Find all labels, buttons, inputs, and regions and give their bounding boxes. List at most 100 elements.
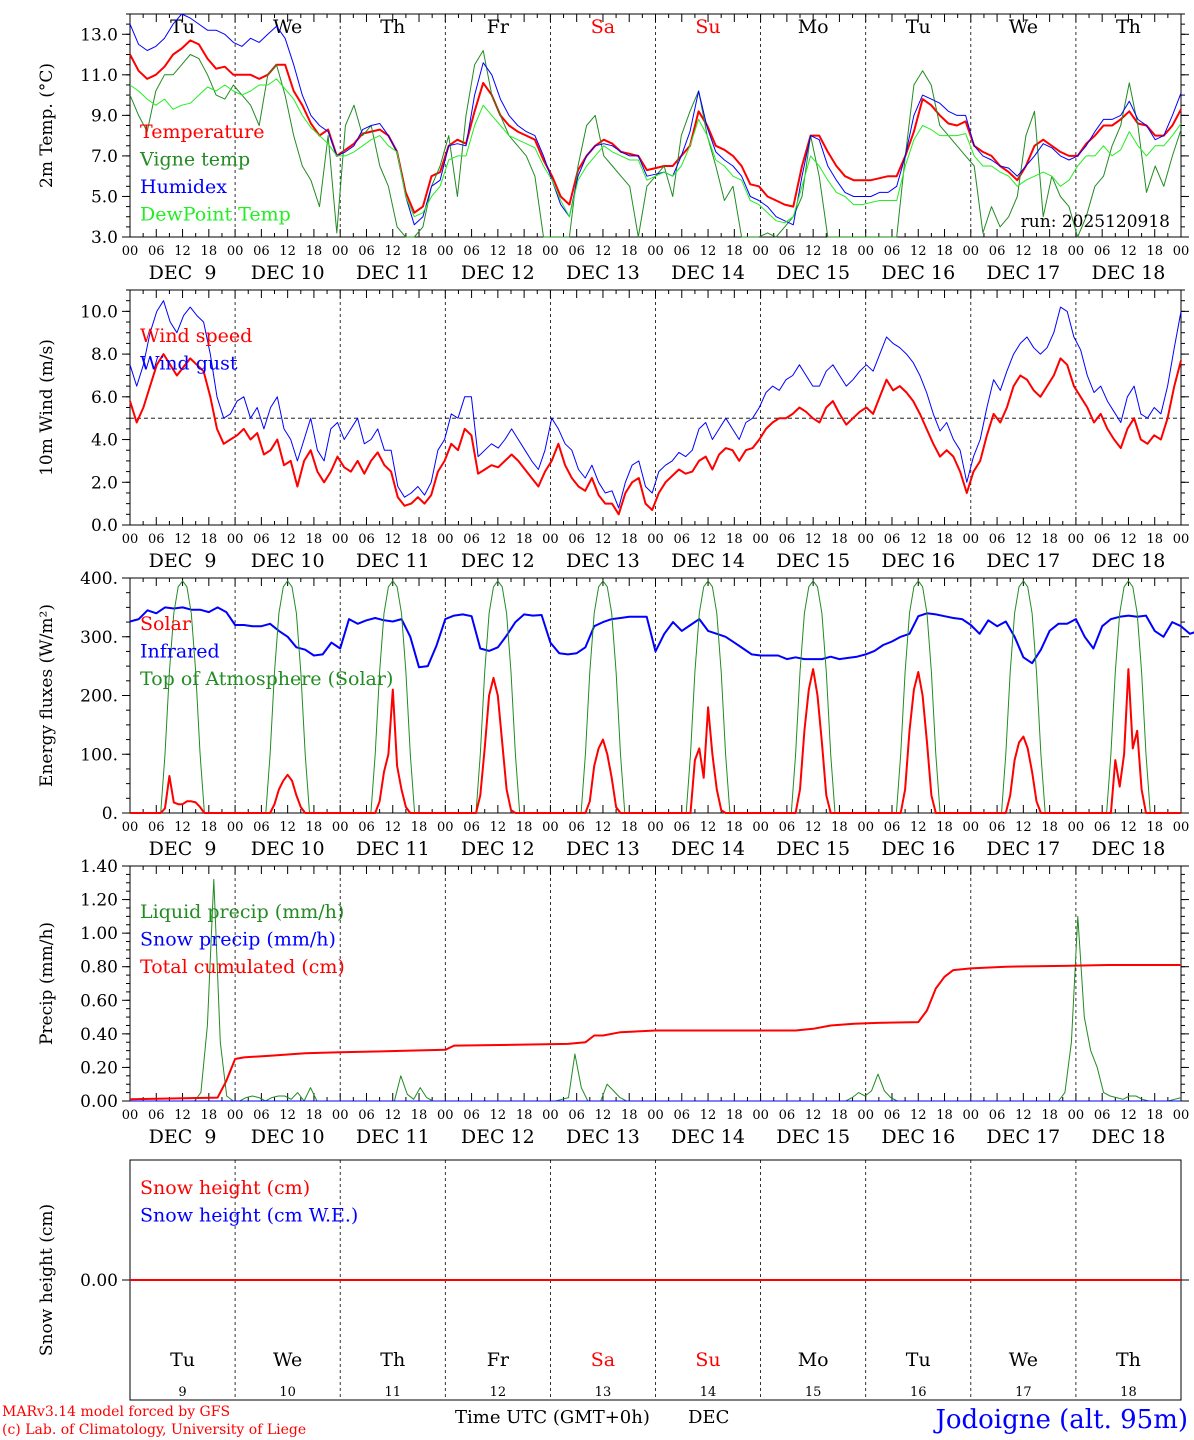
legend-snow-height-cm-: Snow height (cm) bbox=[140, 1177, 310, 1199]
x-date-label: DEC 12 bbox=[461, 550, 535, 572]
x-hour-label: 00 bbox=[332, 244, 349, 259]
x-date-label: DEC 13 bbox=[566, 1126, 640, 1148]
panel-energy: 0. 100. 200. 300. 400. Energy fluxes (W/m²) 00… bbox=[37, 569, 1194, 860]
x-hour-label: 06 bbox=[358, 532, 375, 547]
x-hour-label: 06 bbox=[1094, 244, 1111, 259]
x-hour-label: 06 bbox=[779, 1108, 796, 1123]
x-hour-label: 18 bbox=[831, 820, 848, 835]
x-hour-label: 00 bbox=[122, 1108, 139, 1123]
weekday-label: Mo bbox=[798, 16, 829, 38]
x-hour-label: 06 bbox=[358, 244, 375, 259]
x-hour-label: 18 bbox=[411, 1108, 428, 1123]
x-hour-label: 18 bbox=[306, 820, 323, 835]
y-tick-label: 11.0 bbox=[80, 66, 118, 86]
weekday-label: Th bbox=[1116, 16, 1141, 38]
x-hour-label: 06 bbox=[253, 532, 270, 547]
x-hour-label: 00 bbox=[857, 1108, 874, 1123]
y-tick-label: 0.80 bbox=[80, 958, 118, 978]
series-toa-solar bbox=[235, 580, 341, 814]
weekday-label: Tu bbox=[170, 16, 195, 38]
x-hour-label: 00 bbox=[647, 820, 664, 835]
x-hour-label: 00 bbox=[752, 1108, 769, 1123]
x-hour-label: 18 bbox=[621, 820, 638, 835]
x-hour-label: 18 bbox=[516, 532, 533, 547]
x-hour-label: 12 bbox=[700, 820, 717, 835]
x-date-label: DEC 18 bbox=[1092, 550, 1166, 572]
x-date-label: DEC 12 bbox=[461, 838, 535, 860]
x-hour-label: 12 bbox=[805, 1108, 822, 1123]
x-hour-label: 00 bbox=[752, 820, 769, 835]
x-hour-label: 12 bbox=[174, 532, 191, 547]
x-axis-month: DEC bbox=[688, 1407, 729, 1428]
y-tick-label: 200. bbox=[80, 687, 118, 707]
y-tick-label: 0.60 bbox=[80, 991, 118, 1011]
x-hour-label: 18 bbox=[411, 820, 428, 835]
y-tick-label: 8.0 bbox=[91, 345, 118, 365]
x-date-label: DEC 10 bbox=[251, 838, 325, 860]
x-date-label: DEC 12 bbox=[461, 1126, 535, 1148]
x-hour-label: 06 bbox=[463, 532, 480, 547]
legend-wind-speed: Wind speed bbox=[140, 325, 252, 347]
x-hour-label: 00 bbox=[752, 244, 769, 259]
x-axis-label: Time UTC (GMT+0h) bbox=[455, 1407, 650, 1428]
x-hour-label: 12 bbox=[805, 820, 822, 835]
x-hour-label: 06 bbox=[884, 820, 901, 835]
y-tick-label: 0. bbox=[102, 804, 118, 824]
x-hour-label: 00 bbox=[647, 244, 664, 259]
weekday-label: We bbox=[273, 1349, 302, 1371]
x-hour-label: 18 bbox=[1041, 244, 1058, 259]
x-hour-label: 18 bbox=[621, 532, 638, 547]
x-hour-label: 12 bbox=[490, 820, 507, 835]
y-tick-label: 100. bbox=[80, 745, 118, 765]
x-hour-label: 00 bbox=[647, 532, 664, 547]
x-hour-label: 18 bbox=[621, 244, 638, 259]
x-hour-label: 00 bbox=[122, 244, 139, 259]
x-date-label: DEC 15 bbox=[776, 838, 850, 860]
weekday-label: Sa bbox=[591, 16, 615, 38]
series-dewpoint-temp bbox=[129, 78, 1182, 224]
weekday-label: Su bbox=[695, 16, 720, 38]
x-hour-label: 00 bbox=[752, 532, 769, 547]
x-hour-label: 06 bbox=[674, 1108, 691, 1123]
x-hour-label: 06 bbox=[568, 244, 585, 259]
series-toa-solar bbox=[760, 580, 866, 814]
x-date-label: DEC 13 bbox=[566, 550, 640, 572]
x-hour-label: 00 bbox=[437, 1108, 454, 1123]
x-hour-label: 00 bbox=[227, 532, 244, 547]
y-tick-label: 0.20 bbox=[80, 1058, 118, 1078]
x-hour-label: 00 bbox=[437, 532, 454, 547]
x-date-label: DEC 16 bbox=[881, 838, 955, 860]
x-hour-label: 06 bbox=[253, 1108, 270, 1123]
x-hour-label: 12 bbox=[384, 820, 401, 835]
x-hour-label: 12 bbox=[910, 532, 927, 547]
x-hour-label: 06 bbox=[989, 244, 1006, 259]
x-date-label: DEC 13 bbox=[566, 262, 640, 284]
x-hour-label: 18 bbox=[516, 820, 533, 835]
x-hour-label: 06 bbox=[463, 820, 480, 835]
x-hour-label: 18 bbox=[1041, 1108, 1058, 1123]
x-hour-label: 12 bbox=[1120, 244, 1137, 259]
y-tick-label: 6.0 bbox=[91, 388, 118, 408]
x-hour-label: 18 bbox=[726, 1108, 743, 1123]
x-hour-label: 00 bbox=[437, 820, 454, 835]
x-hour-label: 06 bbox=[568, 532, 585, 547]
x-hour-label: 06 bbox=[1094, 532, 1111, 547]
x-hour-label: 12 bbox=[700, 532, 717, 547]
x-hour-label: 06 bbox=[1094, 820, 1111, 835]
day-number-label: 11 bbox=[384, 1385, 401, 1400]
x-hour-label: 06 bbox=[989, 532, 1006, 547]
day-number-label: 12 bbox=[490, 1385, 507, 1400]
x-hour-label: 06 bbox=[674, 244, 691, 259]
series-temperature bbox=[129, 39, 1182, 214]
x-hour-label: 00 bbox=[857, 820, 874, 835]
x-hour-label: 06 bbox=[989, 1108, 1006, 1123]
weekday-label: Th bbox=[380, 1349, 405, 1371]
x-hour-label: 00 bbox=[1173, 1108, 1190, 1123]
y-tick-label: 2.0 bbox=[91, 473, 118, 493]
x-hour-label: 18 bbox=[936, 1108, 953, 1123]
x-hour-label: 18 bbox=[831, 244, 848, 259]
y-tick-label: 0.00 bbox=[80, 1271, 118, 1291]
x-hour-label: 00 bbox=[963, 244, 980, 259]
panel-snow: 0.00 Snow height (cm) Snow height (cm) Snow… bbox=[37, 1159, 1189, 1401]
x-hour-label: 12 bbox=[490, 532, 507, 547]
